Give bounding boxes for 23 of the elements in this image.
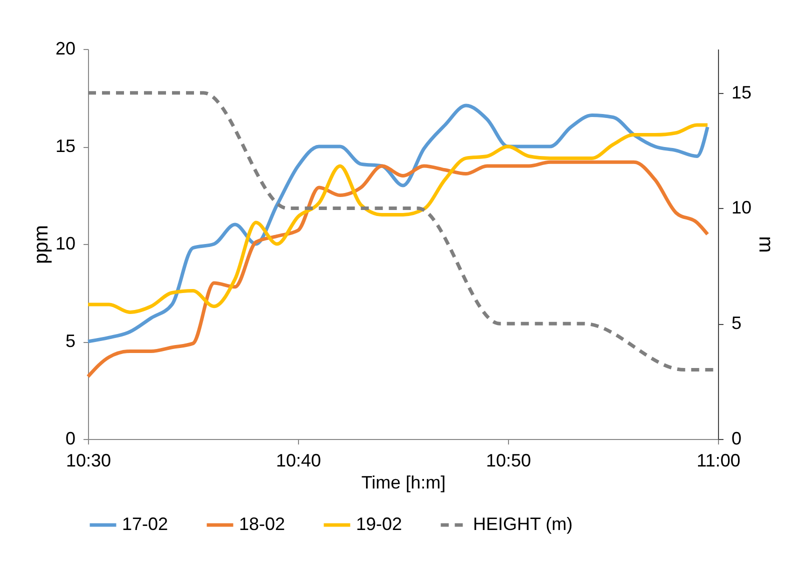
y-tick-label: 10	[55, 234, 76, 254]
x-tick-label: 10:50	[486, 450, 531, 470]
y-tick-label: 15	[55, 136, 76, 156]
y2-tick-label: 10	[732, 198, 752, 218]
x-tick-label: 11:00	[696, 450, 740, 470]
y-tick-label: 5	[65, 331, 76, 351]
x-tick-label: 10:40	[276, 450, 322, 470]
y2-tick-label: 5	[732, 313, 742, 334]
y-tick-label: 0	[65, 428, 76, 448]
x-tick-label: 10:30	[66, 450, 112, 470]
line-series	[86, 160, 710, 378]
y2-axis-title: m	[754, 236, 777, 253]
y2-tick-label: 15	[732, 82, 752, 102]
legend-label: 19-02	[356, 514, 402, 534]
y-axis-title: ppm	[30, 225, 52, 264]
line-series	[86, 123, 710, 314]
line-series	[86, 104, 710, 344]
legend-label: HEIGHT (m)	[473, 514, 573, 534]
x-axis-title: Time [h:m]	[361, 472, 446, 492]
legend-label: 18-02	[239, 514, 286, 534]
y-tick-label: 20	[55, 38, 76, 58]
y2-tick-label: 0	[732, 428, 742, 448]
legend-label: 17-02	[122, 514, 168, 534]
